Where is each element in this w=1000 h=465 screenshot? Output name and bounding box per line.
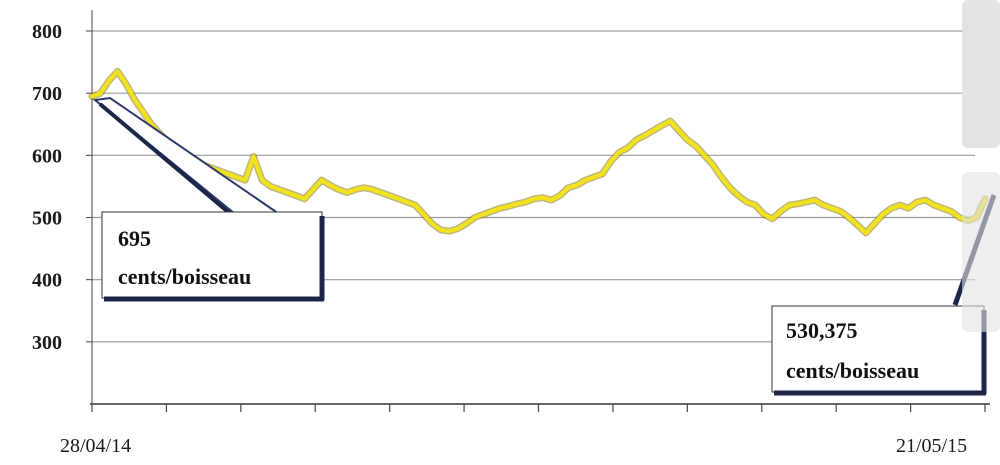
- start-callout-box: [101, 211, 323, 299]
- start-value-label: 695: [118, 226, 151, 251]
- side-tab-top: [962, 0, 1000, 148]
- x-end-date-label: 21/05/15: [896, 435, 967, 457]
- y-tick-label-400: 400: [32, 270, 62, 292]
- y-axis-ticks: 300 400 500 600 700 800: [32, 21, 92, 354]
- y-tick-label-600: 600: [32, 145, 62, 167]
- side-tab-bottom: [962, 172, 1000, 332]
- end-value-label: 530,375: [786, 318, 858, 343]
- end-callout-box: [771, 305, 985, 393]
- y-tick-label-800: 800: [32, 21, 62, 43]
- x-axis-ticks: [91, 404, 986, 412]
- start-callout-pointer-shadow: [98, 102, 242, 224]
- end-unit-label: cents/boisseau: [786, 358, 919, 383]
- y-tick-label-500: 500: [32, 208, 62, 230]
- x-start-date-label: 28/04/14: [60, 435, 131, 457]
- end-callout: 530,375 cents/boisseau: [771, 194, 997, 396]
- y-tick-label-700: 700: [32, 83, 62, 105]
- y-tick-label-300: 300: [32, 332, 62, 354]
- price-series-line: [90, 69, 987, 235]
- start-unit-label: cents/boisseau: [118, 264, 251, 289]
- start-callout: 695 cents/boisseau: [92, 96, 325, 302]
